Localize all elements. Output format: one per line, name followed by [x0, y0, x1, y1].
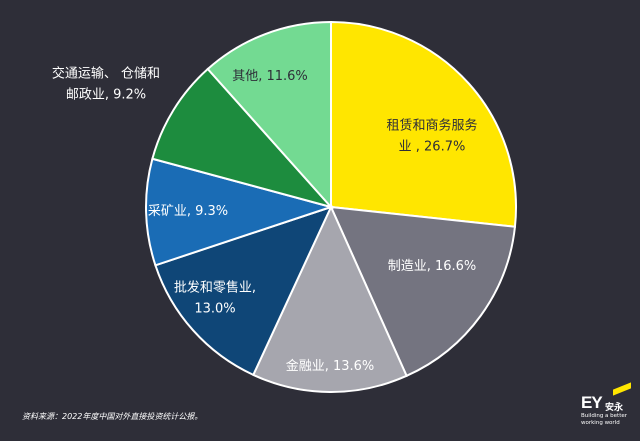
pie-slice-label-line: 邮政业, 9.2%: [66, 88, 146, 103]
logo-tagline-line-2: working world: [581, 419, 620, 426]
pie-slice-5: [151, 67, 334, 209]
pie-slice-label-0: 租赁和商务服务业 , 26.7%: [386, 118, 477, 155]
logo-tagline-line-1: Building a better: [581, 413, 628, 419]
pie-slice-label-2: 金融业, 13.6%: [286, 358, 375, 374]
pie-slice-label-line: 制造业, 16.6%: [388, 259, 477, 274]
ey-logo: EY 安永 Building a better working world: [581, 382, 633, 432]
pie-slices: [145, 20, 517, 393]
pie-slice-6: [206, 20, 332, 210]
pie-slice-0: [330, 20, 517, 228]
pie-slice-1: [329, 205, 517, 378]
pie-slice-3: [154, 205, 333, 377]
pie-slice-label-line: 交通运输、 仓储和: [52, 66, 160, 82]
pie-slice-label-line: 租赁和商务服务: [386, 118, 477, 134]
pie-slice-label-1: 制造业, 16.6%: [388, 259, 477, 274]
pie-slice-label-line: 业 , 26.7%: [399, 140, 466, 155]
logo-chinese-text: 安永: [605, 403, 624, 413]
pie-slice-label-5: 交通运输、 仓储和邮政业, 9.2%: [52, 66, 160, 103]
pie-slice-label-line: 采矿业, 9.3%: [148, 204, 228, 219]
source-note: 资料来源：2022年度中国对外直接投资统计公报。: [22, 412, 203, 421]
pie-labels: 租赁和商务服务业 , 26.7% 制造业, 16.6% 金融业, 13.6% 批发和零…: [52, 66, 478, 375]
pie-slice-label-6: 其他, 11.6%: [232, 69, 308, 84]
pie-slice-label-line: 其他, 11.6%: [232, 69, 308, 84]
logo-tagline: Building a better working world: [581, 413, 637, 426]
pie-slice-label-line: 批发和零售业,: [174, 280, 256, 296]
pie-slice-label-line: 金融业, 13.6%: [286, 358, 375, 374]
pie-slice-2: [251, 204, 408, 393]
pie-slice-label-4: 采矿业, 9.3%: [148, 204, 228, 219]
logo-ey-text: EY: [581, 393, 603, 412]
pie-slice-4: [145, 157, 335, 267]
pie-slice-label-3: 批发和零售业, 13.0%: [174, 280, 256, 317]
pie-slice-label-line: 13.0%: [194, 302, 235, 317]
